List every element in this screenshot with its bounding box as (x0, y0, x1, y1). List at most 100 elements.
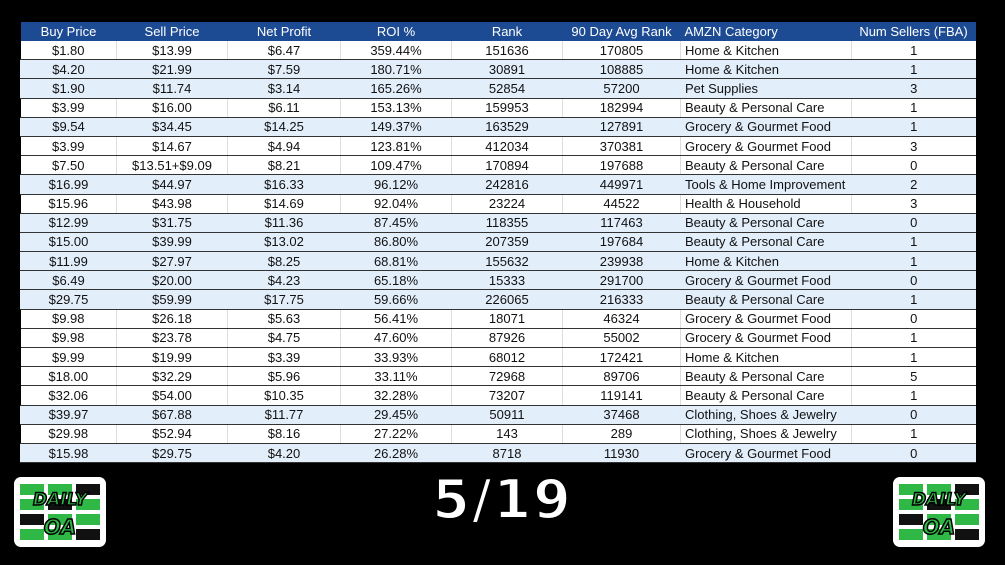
table-cell: $11.36 (227, 213, 341, 233)
table-cell: $7.59 (227, 59, 341, 80)
table-cell: $19.99 (116, 347, 228, 368)
table-cell: $32.06 (20, 385, 117, 406)
table-cell: $15.96 (20, 194, 117, 214)
table-row: $18.00 $32.29 $5.96 33.11% 72968 89706 Beauty … (20, 366, 976, 387)
table-cell: 123.81% (340, 136, 452, 157)
table-cell: 86.80% (340, 232, 452, 253)
table-cell: 46324 (562, 309, 681, 329)
table-cell: 3 (851, 78, 976, 99)
table-cell: Beauty & Personal Care (680, 98, 852, 118)
table-cell: $1.80 (20, 41, 117, 61)
table-row: $15.98 $29.75 $4.20 26.28% 8718 11930 Grocery … (20, 443, 976, 464)
logo-cell (48, 514, 72, 525)
table-cell: 30891 (451, 59, 563, 80)
table-cell: 59.66% (340, 289, 452, 310)
table-cell: Pet Supplies (680, 78, 852, 99)
table-row: $1.90 $11.74 $3.14 165.26% 52854 57200 Pet Sup… (20, 78, 976, 99)
table-row: $29.98 $52.94 $8.16 27.22% 143 289 Clothing, S… (20, 424, 976, 444)
logo-cell (899, 529, 923, 540)
table-cell: 119141 (562, 385, 681, 406)
table-cell: $9.99 (20, 347, 117, 368)
table-cell: 153.13% (340, 98, 452, 118)
table-cell: 52854 (451, 78, 563, 99)
table-cell: 27.22% (340, 424, 452, 444)
table-cell: $67.88 (116, 405, 228, 425)
table-cell: 172421 (562, 347, 681, 368)
table-row: $39.97 $67.88 $11.77 29.45% 50911 37468 Clothi… (20, 405, 976, 425)
table-cell: 291700 (562, 270, 681, 291)
table-cell: 68012 (451, 347, 563, 368)
table-cell: Grocery & Gourmet Food (680, 328, 852, 349)
table-cell: $23.78 (116, 328, 228, 349)
date-label: 5/19 (431, 467, 573, 532)
table-cell: 108885 (562, 59, 681, 80)
table-cell: 55002 (562, 328, 681, 349)
table-cell: 92.04% (340, 194, 452, 214)
table-cell: 47.60% (340, 328, 452, 349)
table-cell: 44522 (562, 194, 681, 214)
logo-cell (899, 499, 923, 510)
table-cell: 29.45% (340, 405, 452, 425)
logo-cell (955, 484, 979, 495)
table-row: $7.50 $13.51+$9.09 $8.21 109.47% 170894 19768… (20, 155, 976, 176)
table-cell: $14.69 (227, 194, 341, 214)
table-cell: $9.54 (20, 117, 117, 137)
logo-cell (955, 529, 979, 540)
logo-text-line1: DAILY (33, 490, 89, 510)
table-cell: $9.98 (20, 309, 117, 329)
table-cell: Grocery & Gourmet Food (680, 117, 852, 137)
table-cell: $16.00 (116, 98, 228, 118)
table-cell: 65.18% (340, 270, 452, 291)
table-cell: 109.47% (340, 155, 452, 176)
table-cell: 370381 (562, 136, 681, 157)
header-row: Buy Price Sell Price Net Profit ROI % Rank 90… (20, 22, 976, 41)
table-cell: 1 (851, 41, 976, 61)
table-cell: 118355 (451, 213, 563, 233)
table-row: $12.99 $31.75 $11.36 87.45% 118355 117463 Beau… (20, 213, 976, 233)
table-cell: $18.00 (20, 366, 117, 387)
table-cell: $21.99 (116, 59, 228, 80)
table-cell: Home & Kitchen (680, 41, 852, 61)
logo-cell (48, 484, 72, 495)
table-row: $6.49 $20.00 $4.23 65.18% 15333 291700 Grocery… (20, 270, 976, 291)
table-cell: $59.99 (116, 289, 228, 310)
table-cell: $16.99 (20, 174, 117, 195)
table-cell: 23224 (451, 194, 563, 214)
table-cell: Beauty & Personal Care (680, 155, 852, 176)
table-cell: $4.75 (227, 328, 341, 349)
logo-cell (927, 514, 951, 525)
table-cell: $3.14 (227, 78, 341, 99)
table-cell: $15.98 (20, 443, 117, 464)
column-header: AMZN Category (680, 22, 852, 41)
table-cell: 56.41% (340, 309, 452, 329)
table-cell: $29.98 (20, 424, 117, 444)
table-cell: 11930 (562, 443, 681, 464)
column-header: Rank (451, 22, 563, 41)
table-cell: 72968 (451, 366, 563, 387)
table-cell: 1 (851, 424, 976, 444)
table-cell: $17.75 (227, 289, 341, 310)
table-cell: 8718 (451, 443, 563, 464)
table-cell: 50911 (451, 405, 563, 425)
column-header: Num Sellers (FBA) (851, 22, 976, 41)
table-row: $15.00 $39.99 $13.02 86.80% 207359 197684 Beau… (20, 232, 976, 253)
table-cell: $26.18 (116, 309, 228, 329)
table-cell: 1 (851, 328, 976, 349)
table-cell: $3.39 (227, 347, 341, 368)
table-cell: $5.63 (227, 309, 341, 329)
logo-cell (899, 484, 923, 495)
logo-cell (48, 499, 72, 510)
logo-text-line2: OA (44, 515, 76, 539)
table-cell: $6.47 (227, 41, 341, 61)
table-cell: $29.75 (20, 289, 117, 310)
table-cell: $52.94 (116, 424, 228, 444)
table-cell: $32.29 (116, 366, 228, 387)
table-row: $9.99 $19.99 $3.39 33.93% 68012 172421 Home & … (20, 347, 976, 368)
logo-cell (955, 499, 979, 510)
table-cell: 1 (851, 251, 976, 272)
table-cell: 226065 (451, 289, 563, 310)
table-cell: Tools & Home Improvement (680, 174, 852, 195)
table-cell: $14.67 (116, 136, 228, 157)
table-cell: 26.28% (340, 443, 452, 464)
deals-table: Buy Price Sell Price Net Profit ROI % Rank 90… (20, 22, 976, 464)
